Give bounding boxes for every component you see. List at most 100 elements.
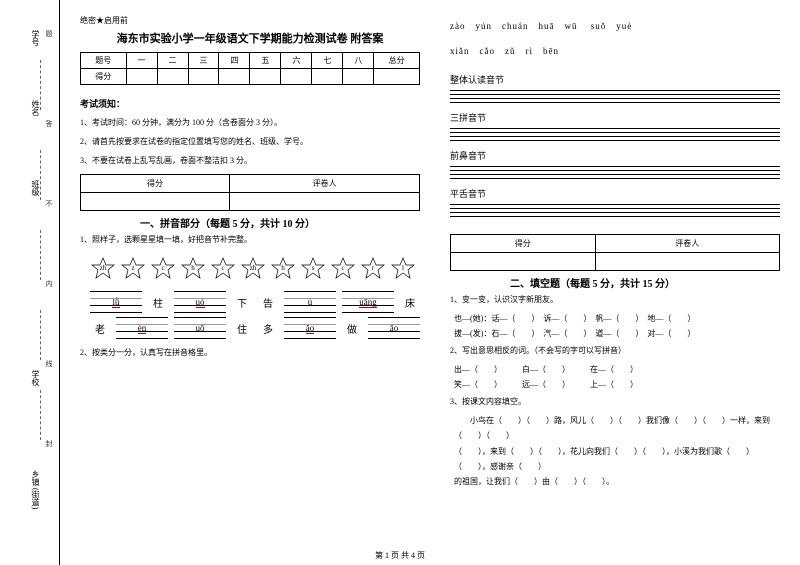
star-row: zhzchczhhscrl [90, 257, 420, 279]
question-text: 1、照样子，选颗星星填一填，好把音节补完整。 [80, 234, 420, 247]
pinyin-box: uāng [342, 291, 394, 313]
star-icon: h [180, 257, 206, 279]
notice-item: 1、考试时间：60 分钟，满分为 100 分（含卷面分 3 分）。 [80, 117, 420, 130]
th: 题号 [81, 53, 127, 69]
th: 一 [126, 53, 157, 69]
margin-hint: 封 [44, 440, 54, 447]
fill-line: 拔—(发)：石—（ ） 汽—（ ） 道—（ ） 对—（ ） [454, 326, 780, 341]
char-label: 床 [400, 295, 420, 310]
part1-title: 一、拼音部分（每题 5 分，共计 10 分） [140, 215, 420, 230]
fill-line: （ ），来到（ ）（ ），花儿向我们（ ）（ ），小溪为我们歌（ ）（ ），感谢… [454, 444, 780, 474]
star-icon: zh [90, 257, 116, 279]
td: 得分 [81, 69, 127, 85]
pinyin-row: lǜ柱uò下告ùuāng床 [90, 291, 420, 313]
secret-label: 绝密★启用前 [80, 15, 420, 26]
writing-line [450, 90, 780, 91]
notice-item: 2、请首先按要求在试卷的指定位置填写您的姓名、班级、学号。 [80, 136, 420, 149]
writing-line [450, 102, 780, 103]
notice-head: 考试须知： [80, 97, 420, 110]
question-text: 2、按类分一分，认真写在拼音格里。 [80, 347, 420, 360]
char-label: 住 [232, 321, 252, 336]
pinyin-row: 老 énuō 住多 ǎo 做 āo [90, 317, 420, 339]
notice-item: 3、不要在试卷上乱写乱画，卷面不整洁扣 3 分。 [80, 155, 420, 168]
pinyin-box: uō [174, 317, 226, 339]
td: 评卷人 [229, 175, 419, 193]
table-row: 得分 [81, 69, 420, 85]
binding-margin: 学号 姓名 班级 学校 乡镇 (街道) 题 答 不 内 线 封 [0, 0, 60, 565]
table-row: 题号 一 二 三 四 五 六 七 八 总分 [81, 53, 420, 69]
th: 八 [343, 53, 374, 69]
writing-line [450, 170, 780, 171]
dash-line [40, 60, 41, 110]
fill-line: 的祖国，让我们（ ）由（ ）（ ）。 [454, 474, 780, 489]
pinyin-box: én [116, 317, 168, 339]
scorer-table: 得分评卷人 [80, 174, 420, 211]
pinyin-list: zào yún chuán huā wū suǒ yuè [450, 19, 780, 32]
pinyin-box: lǜ [90, 291, 142, 313]
pinyin-box: uò [174, 291, 226, 313]
th: 四 [219, 53, 250, 69]
char-label: 做 [342, 321, 362, 336]
question-text: 2、写出意思相反的词。（不会写的字可以写拼音） [450, 345, 780, 358]
pinyin-box: ù [284, 291, 336, 313]
pinyin-box: āo [368, 317, 420, 339]
left-column: 绝密★启用前 海东市实验小学一年级语文下学期能力检测试卷 附答案 题号 一 二 … [80, 15, 420, 555]
question-text: 1、变一变，认识汉字新朋友。 [450, 294, 780, 307]
pinyin-box: ǎo [284, 317, 336, 339]
star-icon: h [270, 257, 296, 279]
writing-line [450, 98, 780, 99]
fill-line: 小鸟在（ ）（ ）路，风儿（ ）（ ）我们像（ ）（ ）一样，来到（ ）（ ） [454, 413, 780, 443]
right-column: zào yún chuán huā wū suǒ yuè xiǎn cǎo zǔ… [450, 15, 780, 555]
th: 七 [312, 53, 343, 69]
th: 五 [250, 53, 281, 69]
margin-hint: 内 [44, 280, 54, 287]
char-label: 告 [258, 295, 278, 310]
margin-hint: 答 [44, 120, 54, 127]
margin-label: 学号 [30, 30, 41, 46]
star-icon: s [300, 257, 326, 279]
question-text: 3、按课文内容填空。 [450, 396, 780, 409]
star-icon: r [360, 257, 386, 279]
pinyin-list: xiǎn cǎo zǔ rì bēn [450, 44, 780, 57]
writing-line [450, 178, 780, 179]
dash-line [40, 150, 41, 200]
score-table: 题号 一 二 三 四 五 六 七 八 总分 得分 [80, 52, 420, 85]
td: 得分 [81, 175, 230, 193]
writing-line [450, 212, 780, 213]
fill-line: 笑—（ ） 远—（ ） 上—（ ） [454, 377, 780, 392]
category-label: 前鼻音节 [450, 149, 780, 162]
char-label: 多 [258, 321, 278, 336]
th: 三 [188, 53, 219, 69]
char-label: 老 [90, 321, 110, 336]
th: 二 [157, 53, 188, 69]
page-title: 海东市实验小学一年级语文下学期能力检测试卷 附答案 [80, 30, 420, 46]
margin-hint: 题 [44, 30, 54, 37]
margin-label: 乡镇 (街道) [30, 470, 41, 509]
dash-line [40, 230, 41, 280]
writing-line [450, 132, 780, 133]
th: 六 [281, 53, 312, 69]
scorer-table: 得分评卷人 [450, 234, 780, 271]
writing-line [450, 140, 780, 141]
margin-hint: 不 [44, 200, 54, 207]
star-icon: l [390, 257, 416, 279]
td: 得分 [451, 235, 596, 253]
writing-line [450, 204, 780, 205]
dash-line [40, 310, 41, 360]
page-footer: 第 1 页 共 4 页 [0, 550, 800, 561]
td: 评卷人 [595, 235, 779, 253]
category-label: 三拼音节 [450, 111, 780, 124]
writing-line [450, 216, 780, 217]
category-container: 整体认读音节三拼音节前鼻音节平舌音节 [450, 65, 780, 220]
writing-line [450, 136, 780, 137]
writing-line [450, 128, 780, 129]
pinyin-container: lǜ柱uò下告ùuāng床老énuō住多ǎo做āo [80, 287, 420, 343]
category-label: 整体认读音节 [450, 73, 780, 86]
td-blank [126, 69, 157, 85]
writing-line [450, 94, 780, 95]
writing-line [450, 166, 780, 167]
star-icon: c [150, 257, 176, 279]
category-label: 平舌音节 [450, 187, 780, 200]
star-icon: zh [240, 257, 266, 279]
writing-line [450, 174, 780, 175]
